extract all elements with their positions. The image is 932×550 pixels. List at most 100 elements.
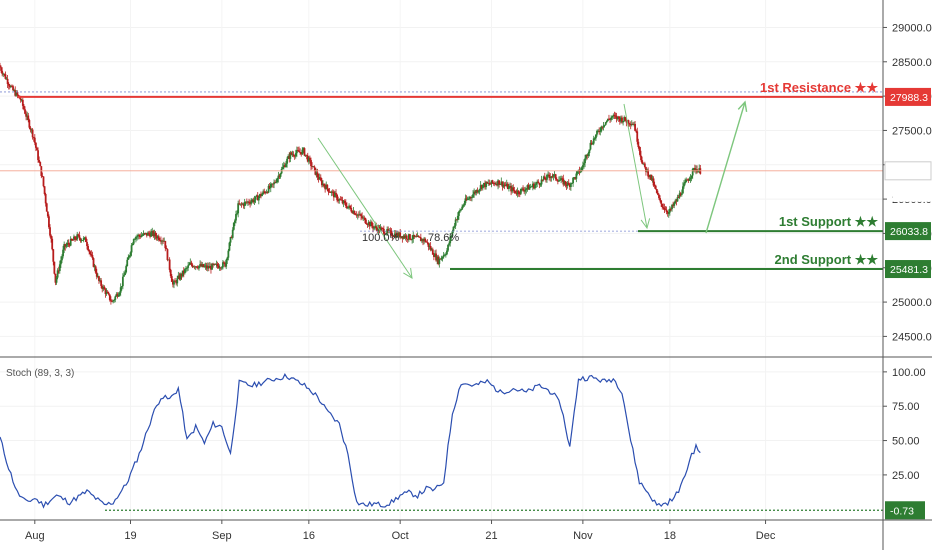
candle-body xyxy=(404,235,407,238)
candle-body xyxy=(466,198,469,200)
candle-body xyxy=(499,184,502,185)
candle-body xyxy=(465,198,468,200)
candle-body xyxy=(494,183,497,185)
candle-body xyxy=(498,180,501,185)
stoch-axis[interactable]: 100.00 75.00 50.00 25.00 xyxy=(883,367,926,482)
candle-body xyxy=(187,265,190,268)
time-axis[interactable]: Aug 19 Sep 16 Oct 21 Nov 18 Dec xyxy=(25,520,776,542)
candle-body xyxy=(660,200,663,204)
candle-body xyxy=(253,199,256,202)
candle-body xyxy=(139,235,142,238)
candle-body xyxy=(548,174,551,177)
candle-body xyxy=(220,267,223,269)
candle-body xyxy=(87,246,89,251)
candle-body xyxy=(566,182,569,186)
candle-body xyxy=(667,212,670,214)
candle-body xyxy=(215,263,218,265)
candle-body xyxy=(275,182,278,183)
candle-body xyxy=(360,214,362,217)
candle-body xyxy=(195,266,198,268)
candle-body xyxy=(80,240,83,241)
candle-body xyxy=(82,237,85,241)
candle-body xyxy=(45,203,48,212)
candle-body xyxy=(576,171,579,174)
candle-body xyxy=(584,158,586,164)
candle-body xyxy=(245,201,248,203)
candle-body xyxy=(170,276,173,282)
candle-body xyxy=(469,196,472,198)
candle-body xyxy=(447,244,449,251)
candle-body xyxy=(307,157,310,162)
candle-body xyxy=(479,185,482,190)
candle-body xyxy=(212,263,215,265)
candle-body xyxy=(204,265,207,267)
candle-body xyxy=(190,262,193,265)
candle-body xyxy=(461,206,464,210)
candle-body xyxy=(67,243,70,245)
candle-body xyxy=(150,232,153,237)
candle-body xyxy=(162,240,165,242)
candle-body xyxy=(393,233,396,237)
candle-body xyxy=(574,177,577,179)
candle-body xyxy=(549,176,552,179)
candle-body xyxy=(500,181,503,185)
stoch-line xyxy=(0,373,701,509)
candle-body xyxy=(570,183,572,188)
candle-body xyxy=(441,257,444,258)
resistance-price-tag-bg xyxy=(885,87,931,106)
support1-price-tag-bg xyxy=(885,222,931,241)
candle-body xyxy=(368,222,371,227)
candle-body xyxy=(224,262,226,267)
candle-body xyxy=(417,235,420,237)
candle-body xyxy=(572,177,574,184)
candle-body xyxy=(21,99,24,106)
stoch-series xyxy=(0,373,883,511)
candle-body xyxy=(590,142,593,145)
candle-body xyxy=(542,176,545,180)
candle-body xyxy=(591,143,594,145)
candle-body xyxy=(120,286,123,288)
stoch-title: Stoch (89, 3, 3) xyxy=(6,368,74,379)
candle-body xyxy=(357,214,360,216)
candle-body xyxy=(105,291,108,294)
candle-body xyxy=(0,67,2,71)
candle-body xyxy=(269,184,272,189)
candle-body xyxy=(364,218,367,224)
candle-body xyxy=(635,130,638,132)
support2-price-tag: 25481.3 xyxy=(890,264,928,276)
candle-body xyxy=(688,178,691,181)
candle-body xyxy=(130,245,133,253)
candle-body xyxy=(244,201,247,203)
candle-body xyxy=(268,185,271,189)
candle-body xyxy=(653,185,656,187)
candle-body xyxy=(154,232,157,237)
candle-body xyxy=(462,205,465,207)
candle-body xyxy=(350,207,353,212)
candle-body xyxy=(312,166,315,168)
candle-body xyxy=(348,205,350,207)
candle-body xyxy=(418,236,421,238)
candle-body xyxy=(132,239,135,244)
fib-labels: 100.0% 78.6% xyxy=(362,232,459,244)
candle-body xyxy=(587,153,590,157)
time-tick-label: 16 xyxy=(303,530,315,542)
candle-body xyxy=(194,266,197,268)
candle-body xyxy=(361,216,364,219)
candle-body xyxy=(33,137,36,143)
arrow-shaft xyxy=(317,137,413,279)
candle-body xyxy=(519,188,522,194)
candle-body xyxy=(374,225,377,228)
candle-body xyxy=(356,214,359,216)
candle-body xyxy=(93,266,96,268)
candle-body xyxy=(290,152,293,155)
candle-body xyxy=(29,127,32,130)
candle-body xyxy=(332,191,335,198)
arrow-shaft xyxy=(705,101,746,234)
candle-body xyxy=(489,183,492,185)
candle-body xyxy=(483,183,485,185)
candle-body xyxy=(247,201,249,203)
candle-body xyxy=(599,131,602,133)
arrow-head xyxy=(640,218,651,230)
candle-body xyxy=(384,233,386,235)
candle-body xyxy=(88,250,91,252)
